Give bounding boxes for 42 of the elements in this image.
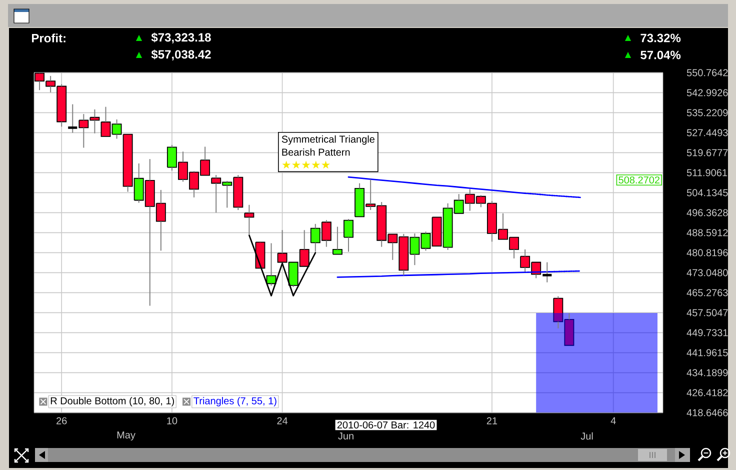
text: R Double Bottom (10, 80, 1) [50, 397, 174, 406]
y-tick-label: 441.9615 [686, 349, 728, 356]
text: ▲ [624, 34, 632, 42]
annotation: Bearish Pattern [282, 148, 350, 156]
y-tick-label: 496.3628 [686, 209, 728, 216]
text: Jun [338, 432, 354, 440]
text: 57.04% [640, 50, 681, 60]
text: 73.32% [640, 34, 681, 42]
y-tick-label: 480.8196 [686, 249, 728, 256]
annotation: 508.2702 [618, 176, 660, 184]
text: ▲ [624, 52, 632, 58]
text: 2010-06-07 Bar: 1240 [337, 421, 435, 429]
y-tick-label: 449.7331 [686, 329, 728, 336]
y-tick-label: 426.4182 [686, 389, 728, 396]
text: $73,323.18 [151, 32, 211, 44]
text: $57,038.42 [151, 50, 211, 60]
y-tick-label: 511.9061 [686, 169, 728, 176]
text: May [117, 432, 136, 440]
annotation: Symmetrical Triangle [282, 135, 374, 145]
y-tick-label: 465.2763 [686, 289, 728, 296]
x-tick-label: 10 [167, 417, 178, 424]
x-tick-label: 21 [486, 417, 498, 424]
y-tick-label: 550.7642 [686, 69, 728, 76]
annotation: ★★★★★ [282, 160, 330, 169]
text: Triangles (7, 55, 1) [194, 397, 276, 406]
y-tick-label: 519.6777 [686, 149, 728, 156]
x-tick-label: 26 [56, 417, 67, 424]
y-tick-label: 504.1345 [686, 189, 728, 196]
x-tick-label: 24 [277, 417, 288, 424]
text: Jul [580, 432, 593, 440]
text: Profit: [32, 34, 66, 42]
y-tick-label: 527.4493 [686, 129, 728, 136]
text: ▲ [136, 34, 142, 42]
text: ▲ [136, 52, 142, 58]
y-tick-label: 535.2209 [686, 109, 728, 116]
y-tick-label: 473.0480 [686, 269, 728, 276]
y-tick-label: 434.1899 [686, 369, 728, 376]
y-tick-label: 457.5047 [686, 309, 728, 316]
y-tick-label: 418.6466 [686, 409, 728, 416]
x-tick-label: 4 [610, 417, 616, 424]
y-tick-label: 488.5912 [686, 229, 728, 236]
y-tick-label: 542.9926 [686, 89, 728, 96]
